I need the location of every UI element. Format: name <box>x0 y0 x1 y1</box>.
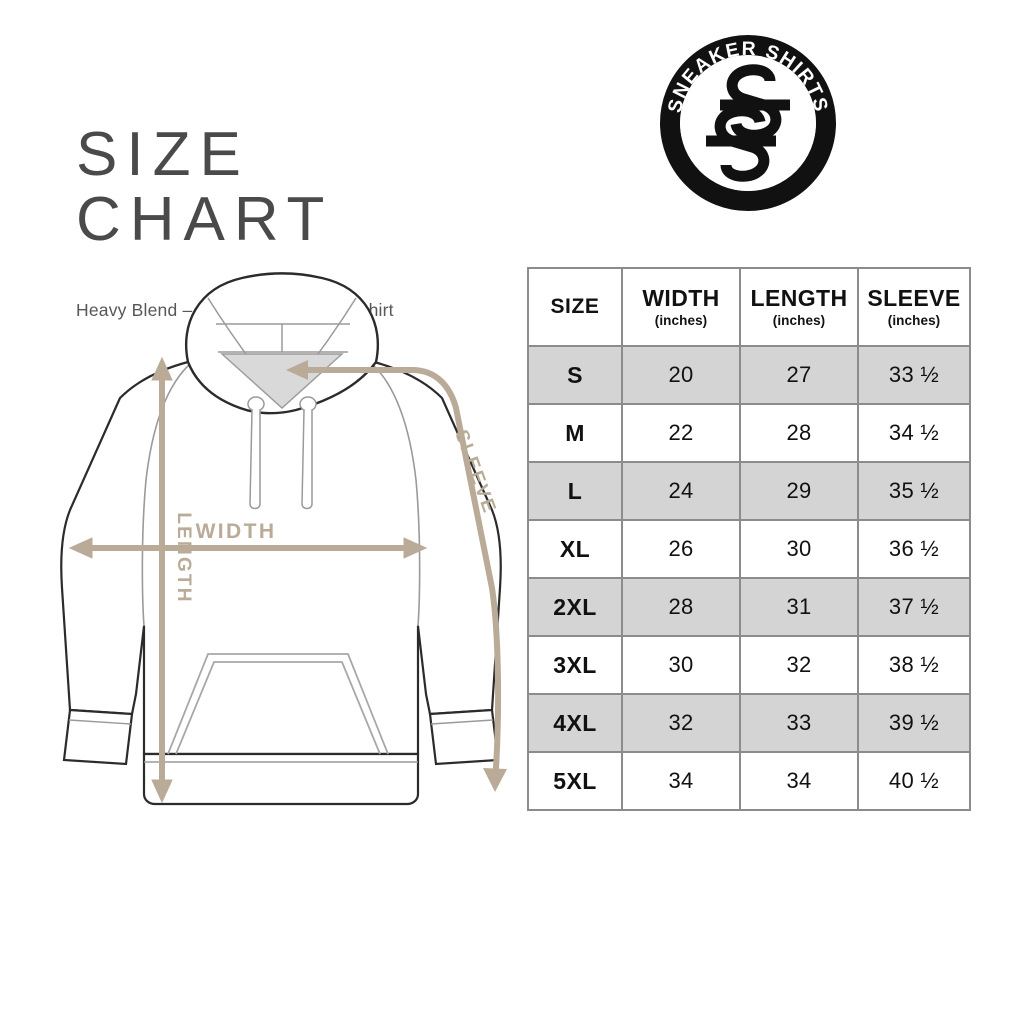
garment-seam-lines <box>141 363 421 627</box>
column-header-length-label: LENGTH <box>750 285 848 312</box>
column-header-width: WIDTH (inches) <box>621 267 741 347</box>
cell-sleeve: 38 ½ <box>857 635 971 695</box>
cell-length: 33 <box>739 693 859 753</box>
table-row: L 24 29 35 ½ <box>527 461 971 521</box>
length-label: LENGTH <box>173 512 194 603</box>
cell-length: 27 <box>739 345 859 405</box>
garment-hem <box>142 752 420 806</box>
right-cuff <box>428 708 500 766</box>
cell-sleeve: 40 ½ <box>857 751 971 811</box>
cell-size: XL <box>527 519 623 579</box>
table-row: M 22 28 34 ½ <box>527 403 971 463</box>
column-header-sleeve-unit: (inches) <box>887 312 941 328</box>
left-cuff <box>62 708 134 766</box>
length-measure-arrow <box>151 356 173 804</box>
cell-sleeve: 36 ½ <box>857 519 971 579</box>
cell-size: S <box>527 345 623 405</box>
cell-length: 31 <box>739 577 859 637</box>
cell-sleeve: 34 ½ <box>857 403 971 463</box>
table-header-row: SIZE WIDTH (inches) LENGTH (inches) SLEE… <box>527 267 971 347</box>
width-label: WIDTH <box>196 520 277 543</box>
size-table-body: S 20 27 33 ½ M 22 28 34 ½ L 24 29 35 ½ XL 26 30 36 ½ 2XL… <box>527 345 971 811</box>
table-row: 2XL 28 31 37 ½ <box>527 577 971 637</box>
size-table-container: SIZE WIDTH (inches) LENGTH (inches) SLEE… <box>527 267 971 811</box>
right-cuff-stitch <box>430 719 494 725</box>
hooded-sweatshirt-diagram: WIDTH LENGTH SLEEVE <box>40 258 520 838</box>
cell-length: 28 <box>739 403 859 463</box>
kangaroo-pocket <box>167 653 389 755</box>
sleeve-arrow-head-end <box>483 768 507 792</box>
column-header-length-unit: (inches) <box>772 312 826 328</box>
cell-size: 2XL <box>527 577 623 637</box>
cell-width: 28 <box>621 577 741 637</box>
sleeve-measure-arrow <box>301 367 502 771</box>
size-table-head: SIZE WIDTH (inches) LENGTH (inches) SLEE… <box>527 267 971 347</box>
table-row: 5XL 34 34 40 ½ <box>527 751 971 811</box>
logo-monogram-icon <box>706 64 790 182</box>
cell-sleeve: 33 ½ <box>857 345 971 405</box>
cell-width: 24 <box>621 461 741 521</box>
cell-sleeve: 35 ½ <box>857 461 971 521</box>
table-row: S 20 27 33 ½ <box>527 345 971 405</box>
cell-size: L <box>527 461 623 521</box>
column-header-size-label: SIZE <box>550 295 600 318</box>
table-row: 3XL 30 32 38 ½ <box>527 635 971 695</box>
sleeve-arrow-head-start <box>286 360 308 380</box>
column-header-width-unit: (inches) <box>654 312 708 328</box>
table-row: XL 26 30 36 ½ <box>527 519 971 579</box>
column-header-sleeve-label: SLEEVE <box>867 285 961 312</box>
table-row: 4XL 32 33 39 ½ <box>527 693 971 753</box>
cell-width: 34 <box>621 751 741 811</box>
cell-length: 32 <box>739 635 859 695</box>
cell-width: 30 <box>621 635 741 695</box>
drawstrings <box>247 396 317 510</box>
sneaker-shirts-outlet-logo: SNEAKER SHIRTS OUTLET.COM <box>658 33 838 213</box>
cell-size: M <box>527 403 623 463</box>
cell-width: 22 <box>621 403 741 463</box>
column-header-sleeve: SLEEVE (inches) <box>857 267 971 347</box>
column-header-size: SIZE <box>527 267 623 347</box>
cell-size: 3XL <box>527 635 623 695</box>
cell-length: 29 <box>739 461 859 521</box>
cell-size: 5XL <box>527 751 623 811</box>
size-table: SIZE WIDTH (inches) LENGTH (inches) SLEE… <box>527 267 971 811</box>
cell-length: 30 <box>739 519 859 579</box>
cell-sleeve: 37 ½ <box>857 577 971 637</box>
cell-width: 32 <box>621 693 741 753</box>
cell-length: 34 <box>739 751 859 811</box>
garment-outline <box>60 360 502 756</box>
page-title: SIZE CHART <box>76 120 334 255</box>
column-header-length: LENGTH (inches) <box>739 267 859 347</box>
cell-size: 4XL <box>527 693 623 753</box>
cell-width: 20 <box>621 345 741 405</box>
left-cuff-stitch <box>68 719 132 725</box>
column-header-width-label: WIDTH <box>642 285 720 312</box>
cell-sleeve: 39 ½ <box>857 693 971 753</box>
width-measure-arrow <box>68 537 428 559</box>
cell-width: 26 <box>621 519 741 579</box>
